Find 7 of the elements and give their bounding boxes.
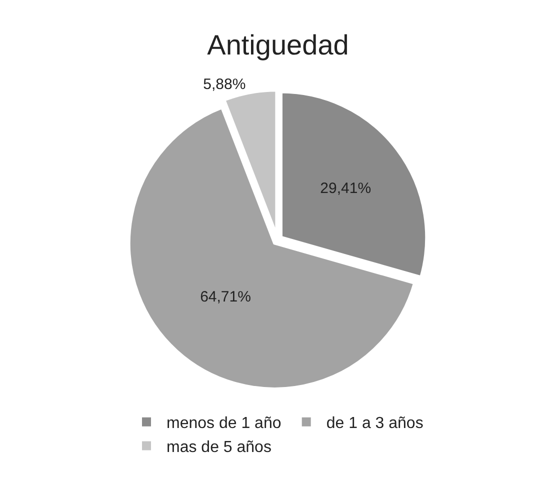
chart-title: Antiguedad xyxy=(207,30,349,61)
data-label: 5,88% xyxy=(203,76,246,93)
legend-label: de 1 a 3 años xyxy=(326,415,424,432)
legend-label: menos de 1 año xyxy=(166,415,282,432)
data-label: 64,71% xyxy=(200,288,251,306)
data-label: 29,41% xyxy=(320,180,372,198)
legend-label: mas de 5 años xyxy=(166,438,272,456)
